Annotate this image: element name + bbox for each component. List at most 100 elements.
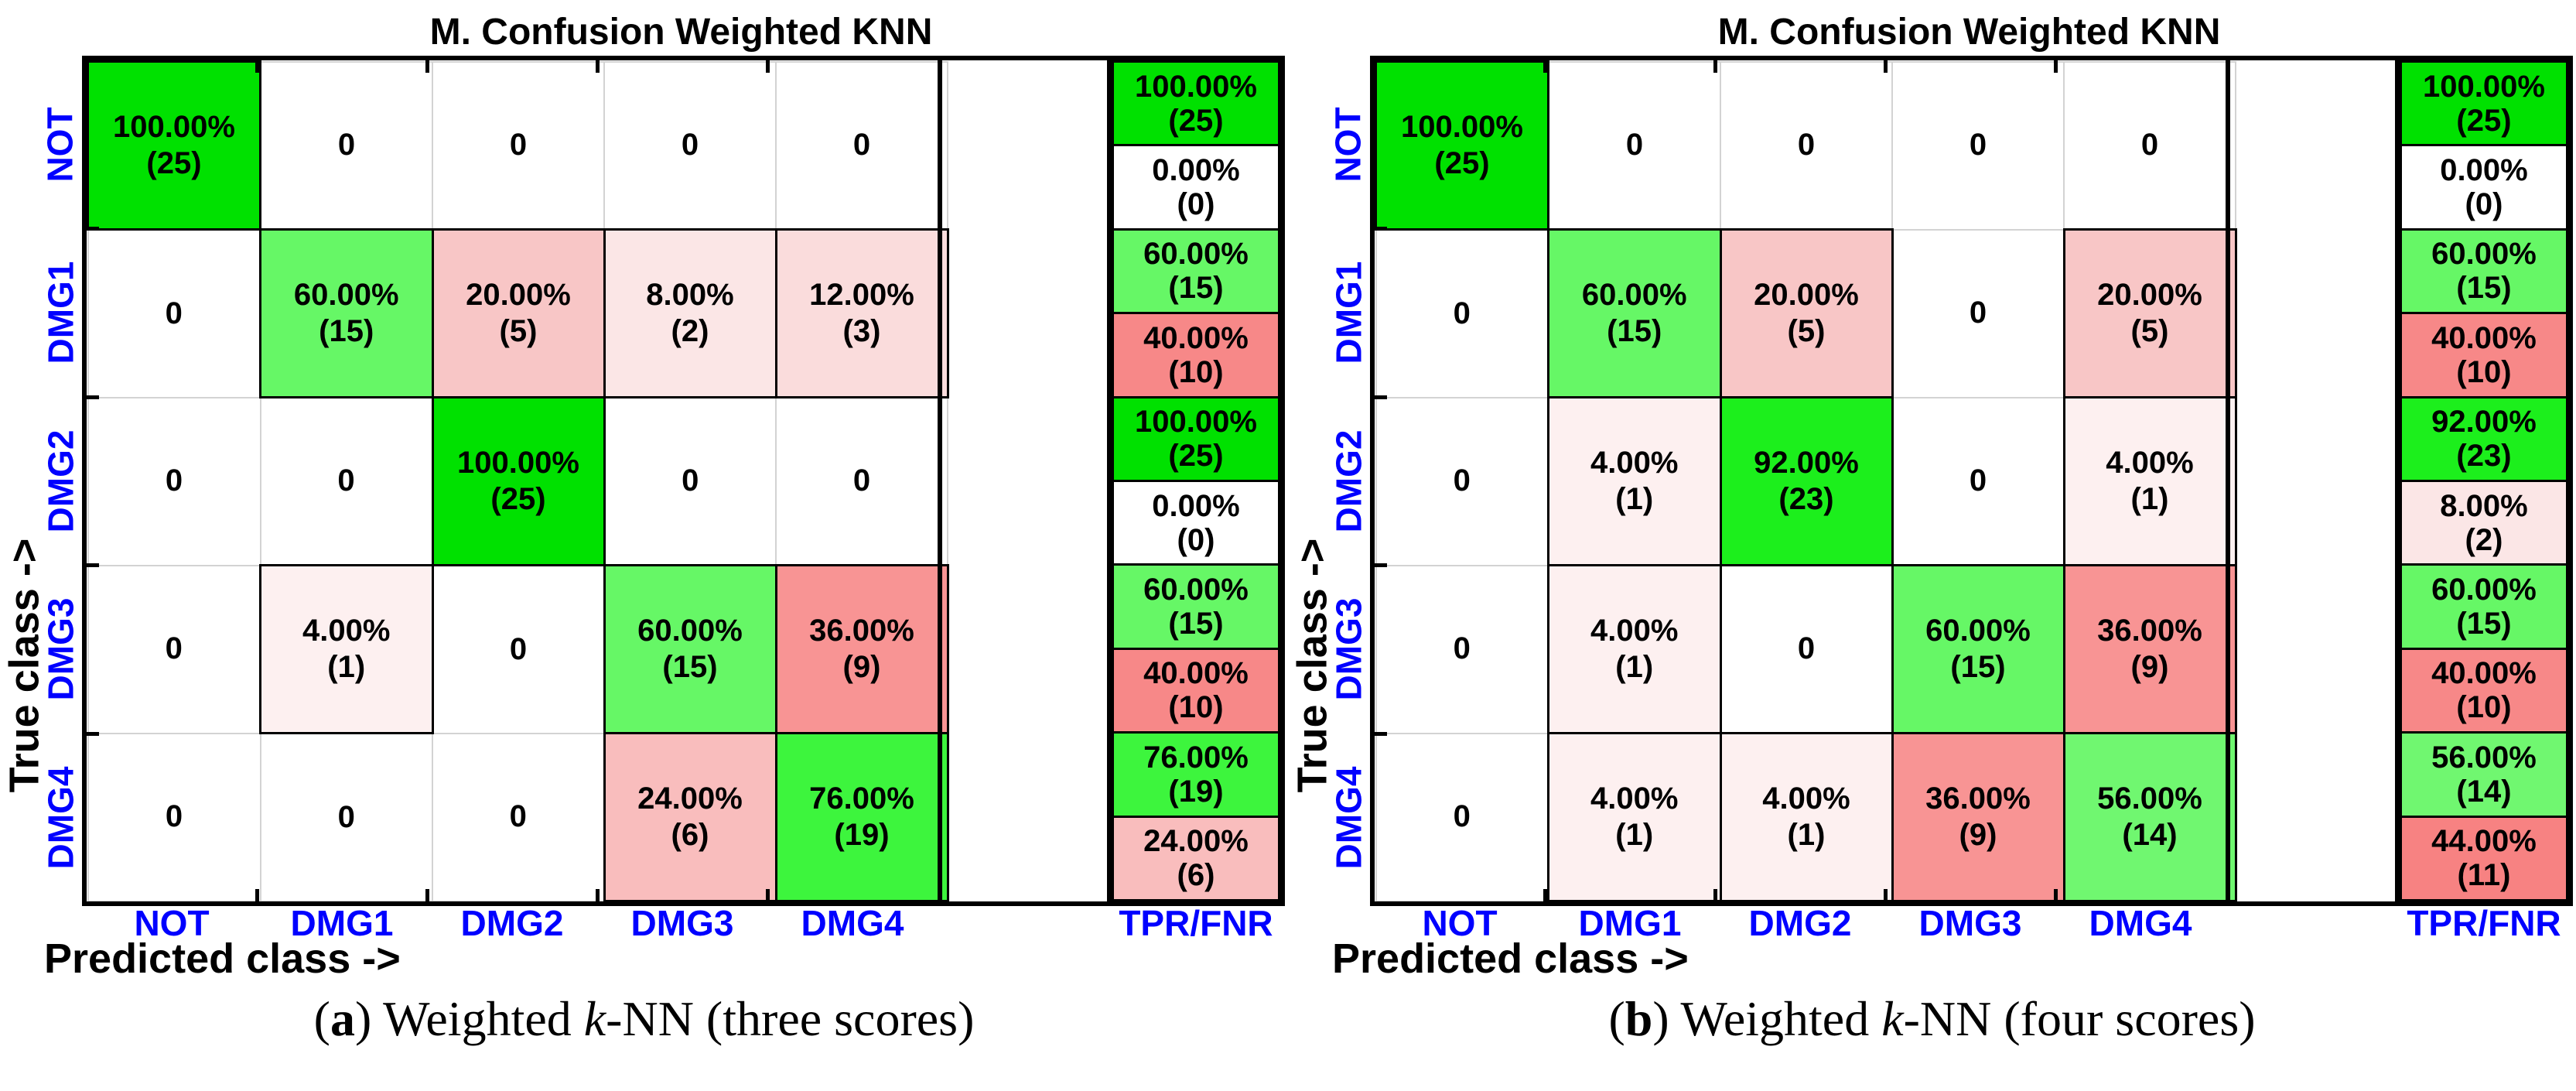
gap-bottom-border [938,901,1112,906]
gap-bottom-border [2226,901,2400,906]
tprfnr-body: 100.00% (25) 0.00% (0) 60.00% (15) 40.00% (10) 9… [2400,60,2568,902]
matrix-row: 0 4.00% (1) 4.00% (1) 36.00% (9) 56.00% (14) [1375,732,2237,902]
tpr-row: 60.00% (15) [2400,227,2568,315]
matrix-frame [1370,56,2230,906]
summary-col-label: TPR/FNR [1119,903,1273,943]
matrix-cell: 0 [1375,396,1549,566]
row-label-text: DMG4 [40,766,80,870]
matrix-cell: 60.00% (15) [259,228,434,398]
caption-mid-text: ) Weighted [354,991,584,1046]
x-axis-label: Predicted class -> [1332,935,1689,982]
matrix-cell: 0 [87,396,261,566]
row-label-text: DMG1 [40,261,80,364]
caption-k-italic: k [1881,991,1904,1046]
col-label-dmg4: DMG4 [2089,903,2192,943]
matrix-cell: 4.00% (1) [1547,564,1722,734]
caption-rest-text: -NN (four scores) [1903,991,2256,1046]
matrix-row: 100.00% (25) 0 0 0 0 [87,60,948,231]
row-label-not: NOT [1327,60,1370,229]
matrix-cell: 60.00% (15) [1891,564,2065,734]
row-label-text: NOT [1328,107,1369,183]
gap-top-border [938,56,1112,60]
matrix-cell: 0 [1375,732,1549,902]
matrix-cell: 12.00% (3) [774,228,949,398]
matrix-cell: 0 [432,564,605,734]
matrix-cell: 0 [1720,60,1893,231]
col-label-dmg3: DMG3 [630,903,734,943]
matrix-cell: 0 [1891,228,2065,398]
tprfnr-table: 100.00% (25) 0.00% (0) 60.00% (15) 40.00% (10) 1… [1112,60,1280,902]
matrix-cell: 0 [87,564,261,734]
y-axis-label: True class -> [1,433,48,898]
matrix-row: 0 60.00% (15) 20.00% (5) 0 20.00% (5) [1375,228,2237,398]
row-label-text: DMG4 [1328,766,1368,870]
matrix-body: 100.00% (25) 0 0 0 0 0 60.00% (15) 20.00% (5) 0 20.0… [1375,60,2237,902]
matrix-row: 100.00% (25) 0 0 0 0 [1375,60,2236,231]
col-label-dmg2: DMG2 [1748,903,1852,943]
subfigure-caption: (a) Weighted k-NN (three scores) [0,991,1288,1046]
caption-open-paren: ( [1608,991,1625,1046]
matrix-cell: 0 [775,396,948,566]
matrix-cell: 0 [87,228,261,398]
matrix-row: 0 4.00% (1) 92.00% (23) 0 4.00% (1) [1375,396,2237,566]
fnr-cell: 8.00% (2) [2400,479,2568,566]
matrix-cell: 0 [1891,60,2065,231]
matrix-cell: 0 [1720,564,1893,734]
matrix-cell: 76.00% (19) [774,732,949,902]
row-label-text: DMG2 [1328,429,1368,533]
matrix-row: 0 60.00% (15) 20.00% (5) 8.00% (2) 12.00% (3) [87,228,949,398]
caption-k-italic: k [583,991,606,1046]
matrix-cell: 56.00% (14) [2062,732,2237,902]
chart-title: M. Confusion Weighted KNN [429,12,933,53]
y-axis-label-text: True class -> [1,538,48,793]
row-label-text: DMG3 [40,597,80,701]
matrix-cell: 36.00% (9) [2062,564,2237,734]
fnr-row: 8.00% (2) [2400,479,2568,566]
confusion-matrix: 100.00% (25) 0 0 0 0 0 60.00% (15) 20.00% (5) 0 20.0… [1375,60,2237,902]
matrix-row: 0 4.00% (1) 0 60.00% (15) 36.00% (9) [1375,564,2237,734]
x-axis-label: Predicted class -> [44,935,401,982]
subfigure-caption: (b) Weighted k-NN (four scores) [1288,991,2576,1046]
matrix-cell: 0 [432,60,605,231]
tprfnr-body: 100.00% (25) 0.00% (0) 60.00% (15) 40.00% (10) 1… [1112,60,1280,902]
row-label-not: NOT [39,60,82,229]
subfigure-a: M. Confusion Weighted KNN 100.00% (25) 0 0 0… [0,12,1288,1046]
col-label-dmg3: DMG3 [1918,903,2022,943]
row-label-dmg1: DMG1 [1327,228,1370,397]
matrix-frame [82,56,942,906]
matrix-cell: 0 [259,60,433,231]
matrix-cell: 0 [1375,228,1549,398]
matrix-cell: 0 [259,732,433,902]
matrix-cell: 0 [603,396,777,566]
matrix-cell: 0 [432,732,605,902]
matrix-cell: 4.00% (1) [1547,732,1722,902]
matrix-row: 0 0 0 24.00% (6) 76.00% (19) [87,732,949,902]
gap-top-border [2226,56,2400,60]
caption-letter: a [330,991,355,1046]
col-label-dmg2: DMG2 [460,903,564,943]
chart-title: M. Confusion Weighted KNN [1717,12,2221,53]
row-label-dmg1: DMG1 [39,228,82,397]
matrix-cell: 4.00% (1) [1547,396,1722,566]
matrix-cell: 0 [259,396,433,566]
tprfnr-frame [1107,56,1285,906]
caption-letter: b [1625,991,1653,1046]
matrix-cell: 0 [87,732,261,902]
row-label-text: DMG3 [1328,597,1368,701]
y-axis-label: True class -> [1289,433,1336,898]
summary-col-label: TPR/FNR [2407,903,2561,943]
matrix-cell: 20.00% (5) [1719,228,1894,398]
matrix-cell: 0 [2063,60,2236,231]
matrix-cell: 0 [603,60,777,231]
y-axis-label-text: True class -> [1289,538,1336,793]
matrix-cell: 0 [775,60,948,231]
matrix-cell: 0 [1891,396,2065,566]
row-label-text: DMG1 [1328,261,1368,364]
tprfnr-table: 100.00% (25) 0.00% (0) 60.00% (15) 40.00% (10) 9… [2400,60,2568,902]
matrix-cell: 0 [1375,564,1549,734]
matrix-cell: 0 [1547,60,1721,231]
subfigure-b: M. Confusion Weighted KNN 100.00% (25) 0 0 0… [1288,0,2576,1091]
row-label-text: NOT [40,107,81,183]
tprfnr-frame [2395,56,2573,906]
